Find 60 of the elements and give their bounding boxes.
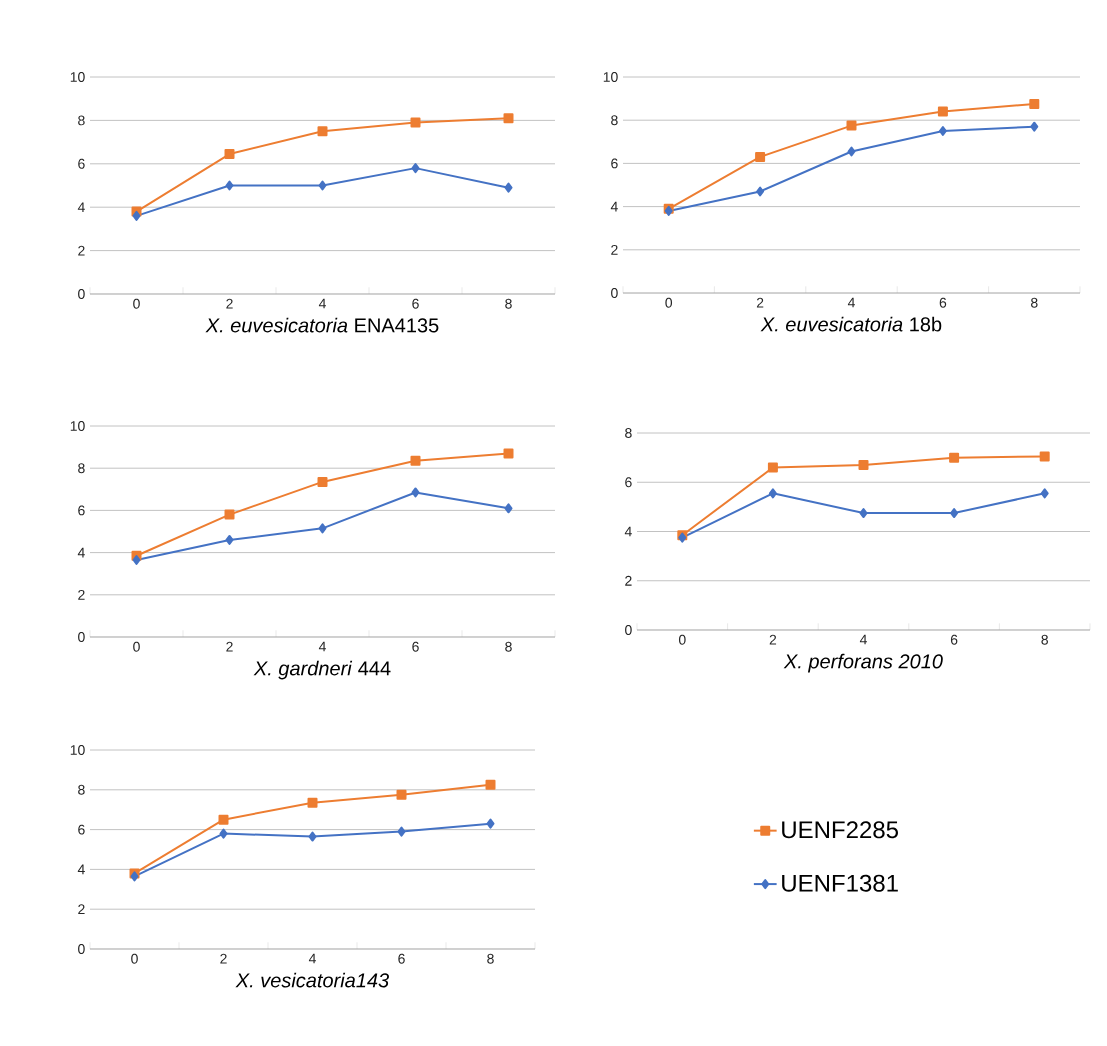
- x-tick-label: 6: [412, 298, 419, 309]
- x-tick-label: 6: [412, 641, 419, 652]
- x-tick-label: 2: [226, 641, 233, 652]
- x-axis-title: X. gardneri 444: [253, 660, 391, 680]
- y-tick-label: 4: [77, 202, 85, 213]
- y-tick-label: 2: [78, 245, 85, 256]
- x-tick-label: 6: [939, 297, 947, 308]
- x-tick-label: 8: [1031, 297, 1038, 308]
- y-tick-label: 6: [611, 158, 618, 169]
- y-tick-label: 4: [624, 526, 632, 537]
- legend-label: UENF1381: [782, 874, 898, 892]
- y-tick-label: 6: [625, 477, 632, 488]
- y-tick-label: 0: [611, 288, 618, 298]
- x-tick-label: 0: [678, 634, 686, 645]
- y-tick-label: 2: [625, 575, 632, 586]
- x-tick-label: 8: [505, 298, 512, 309]
- y-tick-label: 6: [78, 158, 85, 169]
- x-tick-label: 4: [847, 297, 855, 308]
- x-tick-label: 6: [950, 634, 958, 645]
- x-axis-title: X. euvesicatoria ENA4135: [205, 317, 439, 333]
- x-tick-label: 4: [318, 298, 326, 309]
- y-tick-label: 0: [78, 944, 85, 954]
- x-axis-title: X. perforans 2010: [783, 653, 943, 673]
- y-tick-label: 10: [70, 72, 85, 82]
- x-tick-label: 8: [505, 641, 512, 652]
- y-tick-label: 8: [611, 115, 618, 126]
- y-tick-label: 0: [625, 625, 632, 635]
- x-tick-label: 4: [859, 634, 867, 645]
- y-tick-label: 8: [625, 428, 632, 438]
- y-tick-label: 2: [78, 904, 85, 915]
- y-tick-label: 8: [78, 115, 85, 126]
- y-tick-label: 10: [70, 745, 85, 755]
- x-tick-label: 0: [133, 641, 140, 652]
- x-axis-title: X. euvesicatoria 18b: [760, 316, 942, 332]
- y-tick-label: 4: [77, 864, 85, 875]
- y-tick-label: 2: [611, 244, 618, 255]
- y-tick-label: 4: [77, 547, 85, 558]
- y-tick-label: 6: [78, 505, 85, 516]
- y-tick-label: 8: [78, 784, 85, 795]
- x-tick-label: 4: [308, 953, 316, 964]
- x-tick-label: 8: [487, 953, 494, 964]
- y-tick-label: 10: [70, 421, 85, 431]
- x-tick-label: 8: [1041, 634, 1048, 645]
- y-tick-label: 10: [603, 72, 618, 82]
- y-tick-label: 6: [78, 824, 85, 835]
- y-tick-label: 8: [78, 463, 85, 474]
- legend-label: UENF2285: [782, 821, 898, 839]
- x-tick-label: 2: [769, 634, 777, 645]
- x-tick-label: 0: [665, 297, 673, 308]
- x-tick-label: 6: [398, 953, 405, 964]
- y-tick-label: 2: [78, 589, 85, 600]
- y-tick-label: 0: [78, 289, 85, 299]
- y-tick-label: 4: [610, 201, 618, 212]
- x-tick-label: 2: [756, 297, 764, 308]
- x-axis-title: X. vesicatoria143: [235, 972, 389, 988]
- x-tick-label: 2: [220, 953, 227, 964]
- x-tick-label: 4: [318, 641, 326, 652]
- x-tick-label: 0: [133, 298, 140, 309]
- x-tick-label: 2: [226, 298, 233, 309]
- x-tick-label: 0: [131, 953, 138, 964]
